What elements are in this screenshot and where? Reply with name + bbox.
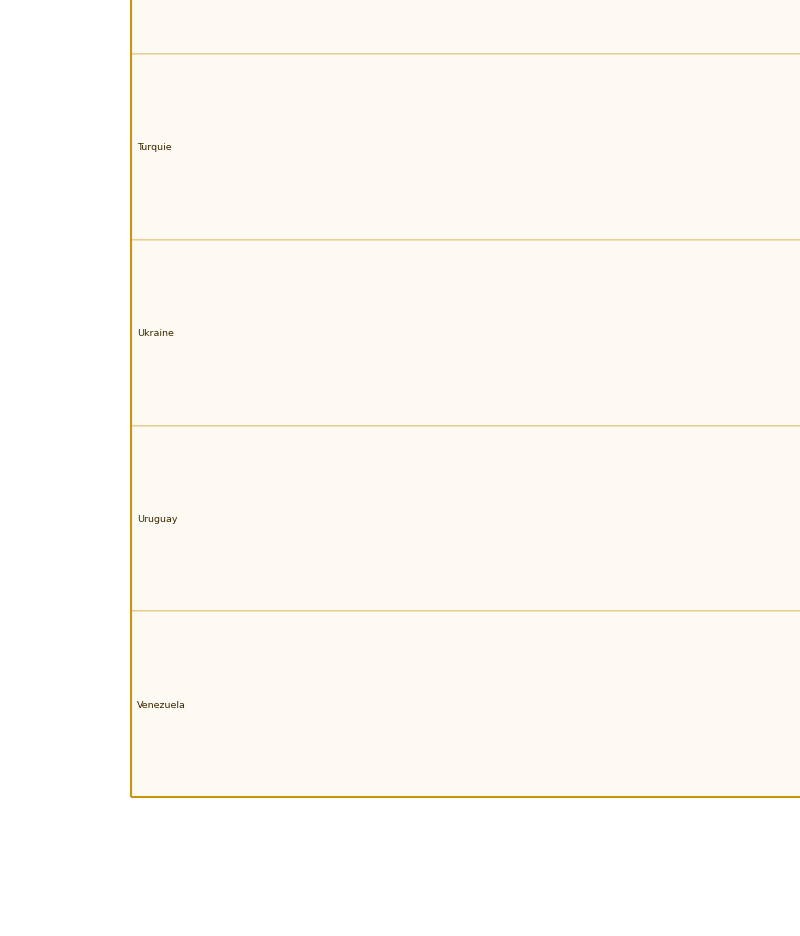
Bar [131,55,800,241]
Text: Turquie: Turquie [138,143,172,153]
Text: Uruguay: Uruguay [138,514,178,523]
Bar [131,241,800,426]
Text: Venezuela: Venezuela [138,700,186,709]
Bar [131,0,800,55]
Bar [131,426,800,611]
Bar [131,611,800,797]
Text: Ukraine: Ukraine [138,329,174,338]
